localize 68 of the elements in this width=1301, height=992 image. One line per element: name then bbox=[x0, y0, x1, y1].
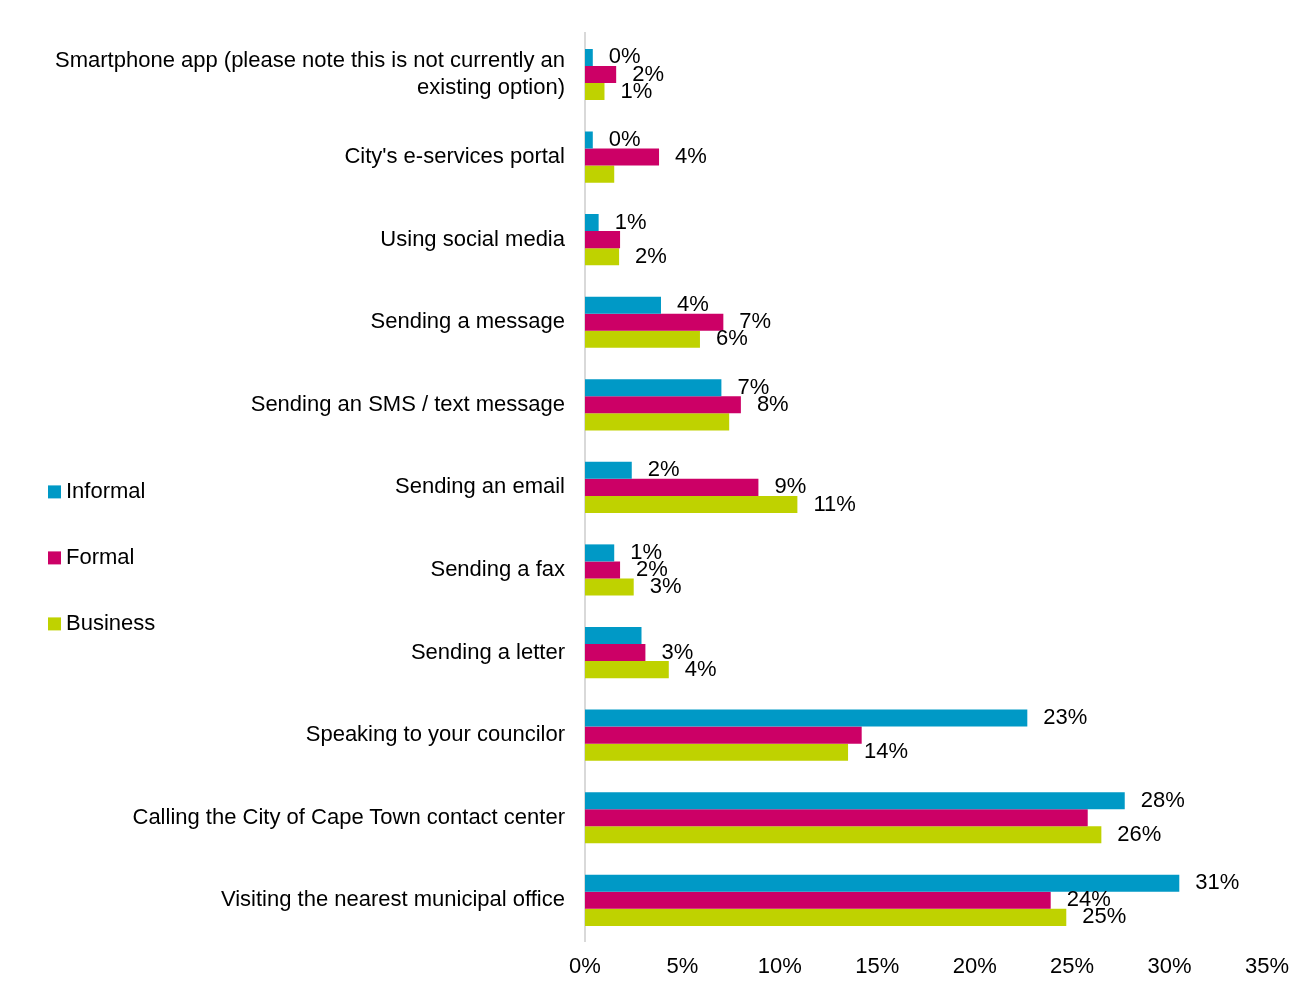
bar bbox=[585, 165, 615, 183]
x-tick-label: 15% bbox=[855, 952, 900, 978]
bar bbox=[585, 891, 1051, 909]
data-label: 2% bbox=[635, 242, 667, 268]
y-tick-label: Sending an email bbox=[394, 473, 565, 499]
bar bbox=[585, 743, 849, 761]
bar bbox=[585, 908, 1067, 926]
data-label: 2% bbox=[647, 456, 680, 482]
bar bbox=[585, 396, 741, 414]
bar bbox=[585, 296, 661, 314]
bar bbox=[585, 578, 634, 596]
y-tick-label: Speaking to your councilor bbox=[305, 721, 565, 747]
bar bbox=[585, 874, 1180, 892]
y-tick-label: Smartphone app (please note this is not currently an existing option) bbox=[55, 47, 565, 99]
bar bbox=[585, 330, 700, 348]
bar bbox=[585, 495, 798, 513]
bar bbox=[585, 413, 730, 431]
legend-label: Informal bbox=[66, 478, 146, 504]
bar bbox=[585, 214, 599, 232]
data-label: 31% bbox=[1195, 869, 1240, 895]
bar bbox=[585, 626, 642, 645]
legend-label: Formal bbox=[66, 544, 135, 570]
bar bbox=[585, 544, 615, 562]
bar bbox=[585, 313, 724, 331]
bar bbox=[585, 148, 660, 166]
y-tick-label: Sending a message bbox=[370, 308, 565, 334]
x-tick-label: 10% bbox=[757, 952, 802, 978]
bar bbox=[585, 826, 1102, 844]
x-tick-label: 5% bbox=[666, 952, 699, 978]
data-label: 9% bbox=[774, 473, 807, 499]
data-label: 4% bbox=[676, 291, 709, 317]
data-label: 28% bbox=[1140, 786, 1185, 812]
bar bbox=[585, 561, 621, 579]
x-tick-label: 25% bbox=[1050, 952, 1095, 978]
data-label: 4% bbox=[675, 143, 707, 169]
y-tick-label: Sending a letter bbox=[410, 638, 565, 664]
bar bbox=[585, 478, 759, 496]
x-tick-label: 0% bbox=[569, 952, 601, 978]
bar bbox=[585, 231, 621, 249]
data-label: 11% bbox=[813, 490, 856, 516]
x-tick-label: 35% bbox=[1244, 952, 1290, 978]
bar bbox=[585, 83, 605, 101]
data-label: 14% bbox=[864, 738, 909, 764]
bar bbox=[585, 809, 1088, 827]
legend-label: Business bbox=[66, 610, 156, 636]
x-tick-label: 20% bbox=[952, 952, 997, 978]
data-label: 23% bbox=[1043, 704, 1088, 730]
y-tick-label: Sending an SMS / text message bbox=[250, 390, 565, 416]
x-tick-label: 30% bbox=[1147, 952, 1192, 978]
data-label: 1% bbox=[614, 208, 647, 234]
y-tick-label: Using social media bbox=[380, 225, 566, 251]
data-label: 0% bbox=[608, 126, 641, 152]
bar bbox=[585, 709, 1028, 727]
bar bbox=[585, 661, 669, 679]
bar bbox=[585, 248, 620, 266]
bar bbox=[585, 65, 617, 84]
data-label: 26% bbox=[1117, 820, 1162, 846]
bar bbox=[585, 461, 632, 479]
y-tick-label: City's e-services portal bbox=[344, 143, 565, 169]
bar bbox=[585, 379, 722, 397]
y-tick-label: Sending a fax bbox=[430, 556, 565, 582]
bar bbox=[585, 48, 593, 66]
y-tick-label: Visiting the nearest municipal office bbox=[220, 886, 565, 912]
bar bbox=[585, 131, 593, 149]
bar bbox=[585, 644, 646, 662]
bar bbox=[585, 792, 1125, 810]
bar bbox=[585, 726, 862, 744]
y-tick-label: Calling the City of Cape Town contact center bbox=[132, 803, 565, 829]
